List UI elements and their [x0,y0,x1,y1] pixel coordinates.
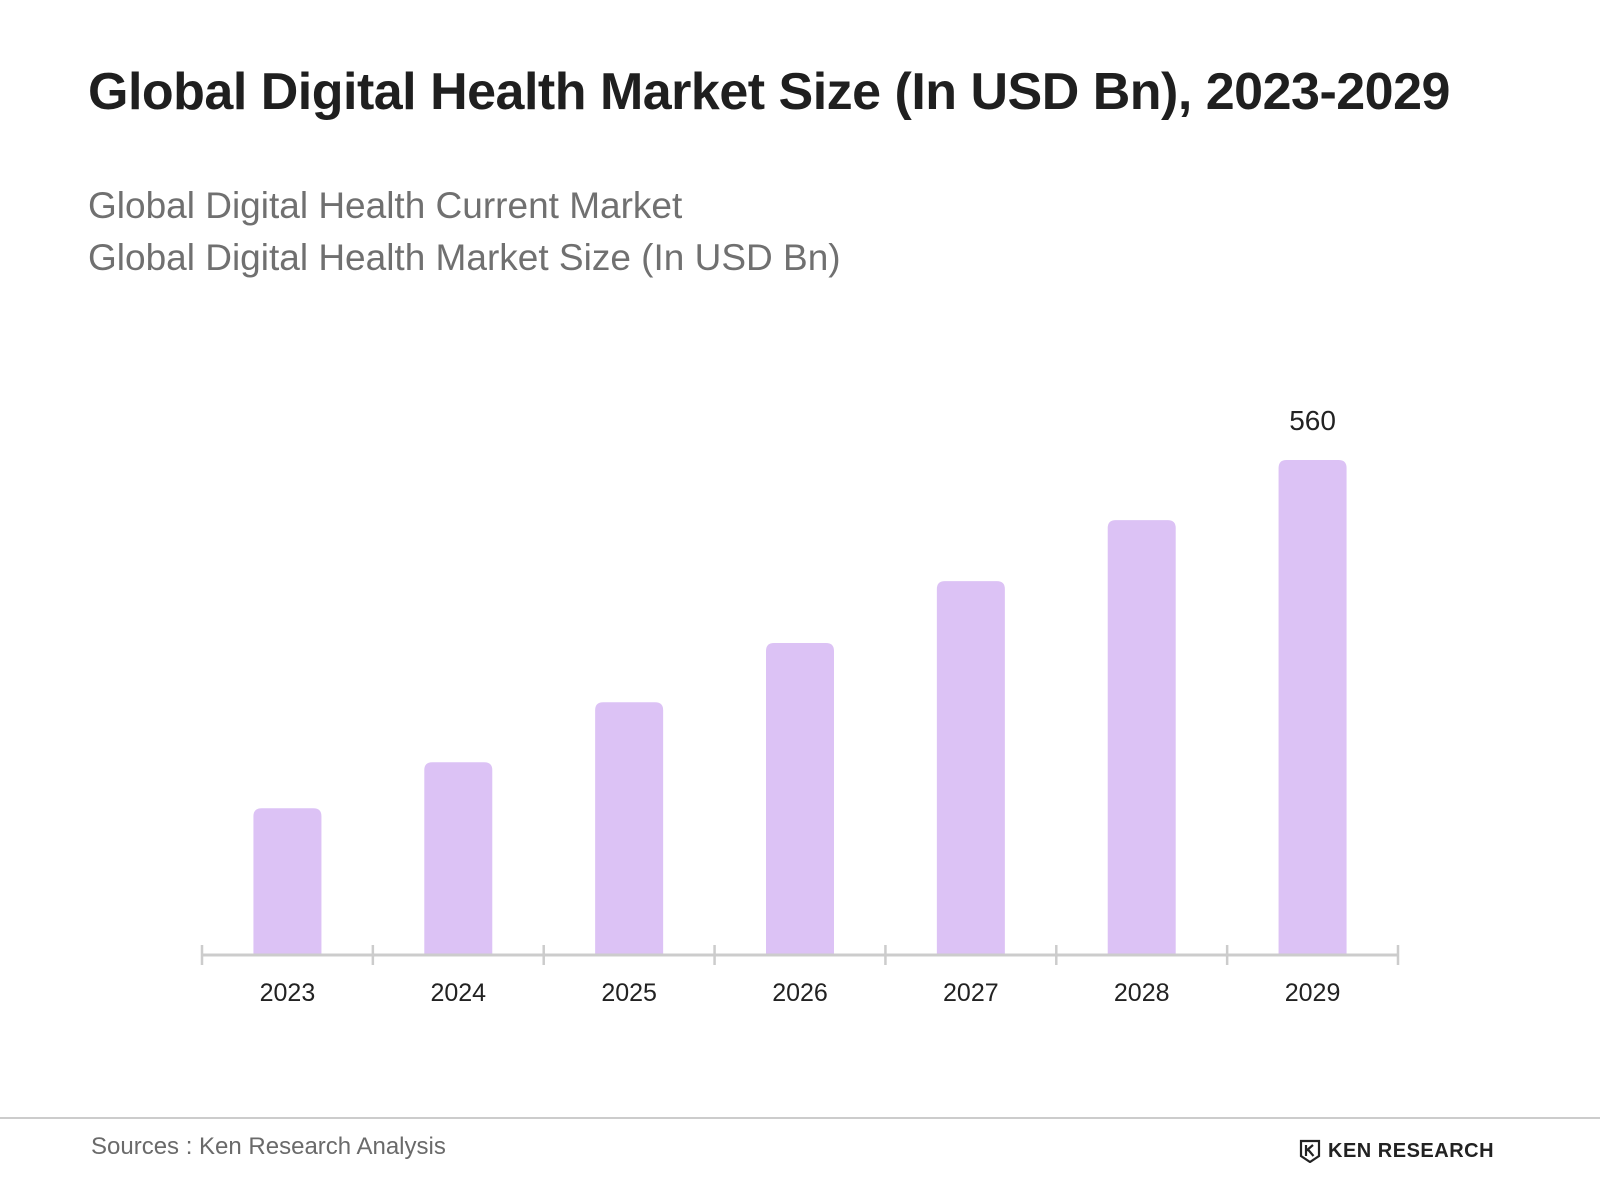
bar-2025 [595,702,664,955]
bar-2028 [1107,520,1176,955]
chart-title: Global Digital Health Market Size (In US… [88,63,1450,121]
chart-subtitle-line1: Global Digital Health Current Market [88,185,683,226]
x-tick-label-2026: 2026 [772,979,828,1007]
ken-research-logo-icon [1299,1139,1321,1163]
footer-divider [0,1117,1600,1119]
x-tick-label-2027: 2027 [943,979,999,1007]
bar-2026 [766,642,834,955]
bar-chart: 2023 2024 2025 2026 2027 2028 560 2029 [200,405,1400,1007]
bar-2027 [936,581,1005,955]
x-tick-label-2028: 2028 [1114,979,1170,1007]
chart-subtitle-line2: Global Digital Health Market Size (In US… [88,237,841,278]
bar-2023 [253,808,322,955]
data-label-2029: 560 [1289,405,1336,436]
bar-2029 [1278,460,1347,955]
logo-text: KEN RESEARCH [1328,1139,1495,1162]
x-tick-label-2029: 2029 [1285,979,1341,1007]
bar-2024 [424,762,493,955]
source-note: Sources : Ken Research Analysis [91,1133,446,1160]
x-tick-label-2025: 2025 [601,979,657,1007]
x-tick-label-2024: 2024 [430,979,486,1007]
ken-research-logo: KEN RESEARCH [1298,1137,1494,1165]
x-tick-label-2023: 2023 [260,979,316,1007]
